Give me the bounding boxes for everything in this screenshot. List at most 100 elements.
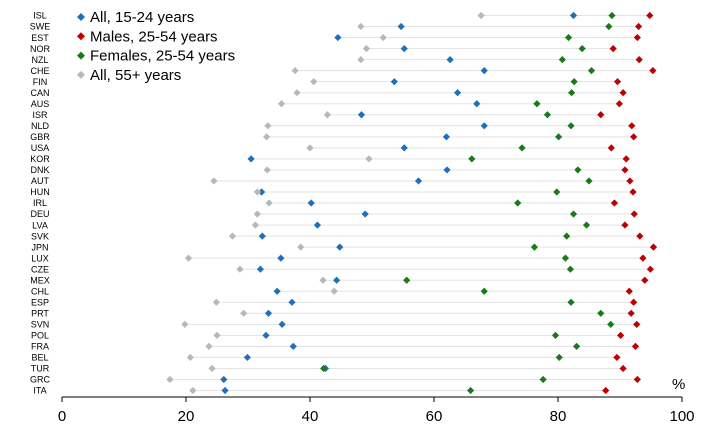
marker-series2-cze xyxy=(646,265,654,273)
marker-series1-hun xyxy=(258,188,266,196)
marker-series1-svn xyxy=(278,320,286,328)
category-label-gbr: GBR xyxy=(30,132,50,142)
marker-series4-usa xyxy=(306,144,314,152)
x-tick-label-100: 100 xyxy=(669,408,694,425)
marker-series4-che xyxy=(291,67,299,75)
marker-series2-che xyxy=(649,67,657,75)
marker-series4-esp xyxy=(212,298,220,306)
marker-series3-tur xyxy=(320,364,328,373)
category-label-isr: ISR xyxy=(32,110,48,120)
category-label-nzl: NZL xyxy=(31,55,48,65)
marker-series3-nor xyxy=(578,44,586,53)
marker-series2-hun xyxy=(629,188,637,196)
marker-series1-kor xyxy=(247,155,255,163)
marker-series4-irl xyxy=(265,199,273,207)
marker-series1-che xyxy=(480,67,488,75)
marker-series3-lva xyxy=(582,221,591,229)
legend-swatch-1 xyxy=(77,13,85,21)
category-label-kor: KOR xyxy=(30,154,50,164)
marker-series4-deu xyxy=(253,210,261,218)
marker-series3-can xyxy=(568,89,576,97)
marker-series4-isr xyxy=(323,111,331,119)
marker-series1-ita xyxy=(221,386,229,395)
marker-series2-kor xyxy=(622,155,630,163)
marker-series3-irl xyxy=(514,199,522,207)
marker-series3-svk xyxy=(563,232,571,240)
marker-series2-lva xyxy=(621,221,629,229)
legend-swatch-4 xyxy=(77,70,85,79)
marker-series3-jpn xyxy=(530,243,539,251)
marker-series1-gbr xyxy=(442,133,450,141)
marker-series3-chl xyxy=(480,287,488,295)
category-label-svk: SVK xyxy=(31,231,49,241)
marker-series2-dnk xyxy=(621,166,629,174)
marker-series4-bel xyxy=(186,353,194,362)
category-label-mex: MEX xyxy=(30,275,50,285)
category-label-aut: AUT xyxy=(31,176,50,186)
marker-series4-nzl xyxy=(357,56,365,64)
marker-series4-nor xyxy=(362,44,371,53)
marker-series2-swe xyxy=(635,22,643,31)
category-label-fin: FIN xyxy=(33,77,48,87)
marker-series2-bel xyxy=(613,353,621,362)
marker-series4-hun xyxy=(253,188,261,196)
category-label-chl: CHL xyxy=(31,286,49,296)
marker-series3-aut xyxy=(585,177,593,185)
marker-series4-pol xyxy=(213,331,221,339)
marker-series1-est xyxy=(334,33,342,42)
marker-series4-can xyxy=(293,89,301,97)
marker-series2-grc xyxy=(633,375,641,384)
x-unit-label: % xyxy=(672,376,685,393)
marker-series1-bel xyxy=(243,353,251,362)
marker-series2-esp xyxy=(630,298,638,306)
legend-label-2: Males, 25-54 years xyxy=(90,28,218,45)
marker-series4-isl xyxy=(477,11,485,20)
marker-series4-grc xyxy=(166,375,174,384)
marker-series3-nzl xyxy=(558,56,566,64)
marker-series1-jpn xyxy=(336,243,344,251)
marker-series4-aut xyxy=(210,177,218,185)
marker-series1-nzl xyxy=(446,56,454,64)
marker-series1-mex xyxy=(333,276,341,284)
marker-series3-grc xyxy=(539,375,547,384)
marker-series3-dnk xyxy=(574,166,582,174)
marker-series2-ita xyxy=(602,386,610,395)
marker-series1-cze xyxy=(256,265,264,273)
category-label-usa: USA xyxy=(31,143,50,153)
category-label-est: EST xyxy=(31,33,49,43)
category-label-tur: TUR xyxy=(31,364,50,374)
marker-series4-nld xyxy=(264,122,272,130)
marker-series3-pol xyxy=(551,331,560,339)
marker-series3-che xyxy=(587,67,596,75)
marker-series1-nld xyxy=(480,122,488,130)
marker-series2-prt xyxy=(627,309,635,317)
x-tick-label-60: 60 xyxy=(426,408,443,425)
marker-series4-chl xyxy=(330,287,338,295)
x-tick-label-20: 20 xyxy=(178,408,195,425)
marker-series4-mex xyxy=(319,276,327,284)
category-label-lux: LUX xyxy=(31,253,49,263)
marker-series2-fin xyxy=(613,78,622,86)
marker-series4-aus xyxy=(277,100,286,108)
marker-series4-kor xyxy=(365,155,373,163)
category-label-grc: GRC xyxy=(30,375,51,385)
x-tick-label-40: 40 xyxy=(302,408,319,425)
marker-series2-tur xyxy=(619,364,627,373)
legend-swatch-3 xyxy=(77,51,85,60)
marker-series1-aut xyxy=(414,177,423,185)
x-tick-label-0: 0 xyxy=(58,408,66,425)
marker-series3-isl xyxy=(608,11,616,20)
legend-label-1: All, 15-24 years xyxy=(90,9,194,26)
marker-series3-fin xyxy=(570,78,578,86)
category-label-jpn: JPN xyxy=(31,242,48,252)
marker-series3-hun xyxy=(553,188,561,196)
marker-series3-ita xyxy=(466,386,475,395)
marker-series1-aus xyxy=(473,100,481,108)
marker-series4-ita xyxy=(189,386,197,395)
legend: All, 15-24 years Males, 25-54 years Female… xyxy=(77,9,235,84)
marker-series2-lux xyxy=(639,254,647,262)
legend-label-4: All, 55+ years xyxy=(90,67,181,84)
marker-series1-svk xyxy=(258,232,266,240)
category-label-che: CHE xyxy=(30,66,49,76)
